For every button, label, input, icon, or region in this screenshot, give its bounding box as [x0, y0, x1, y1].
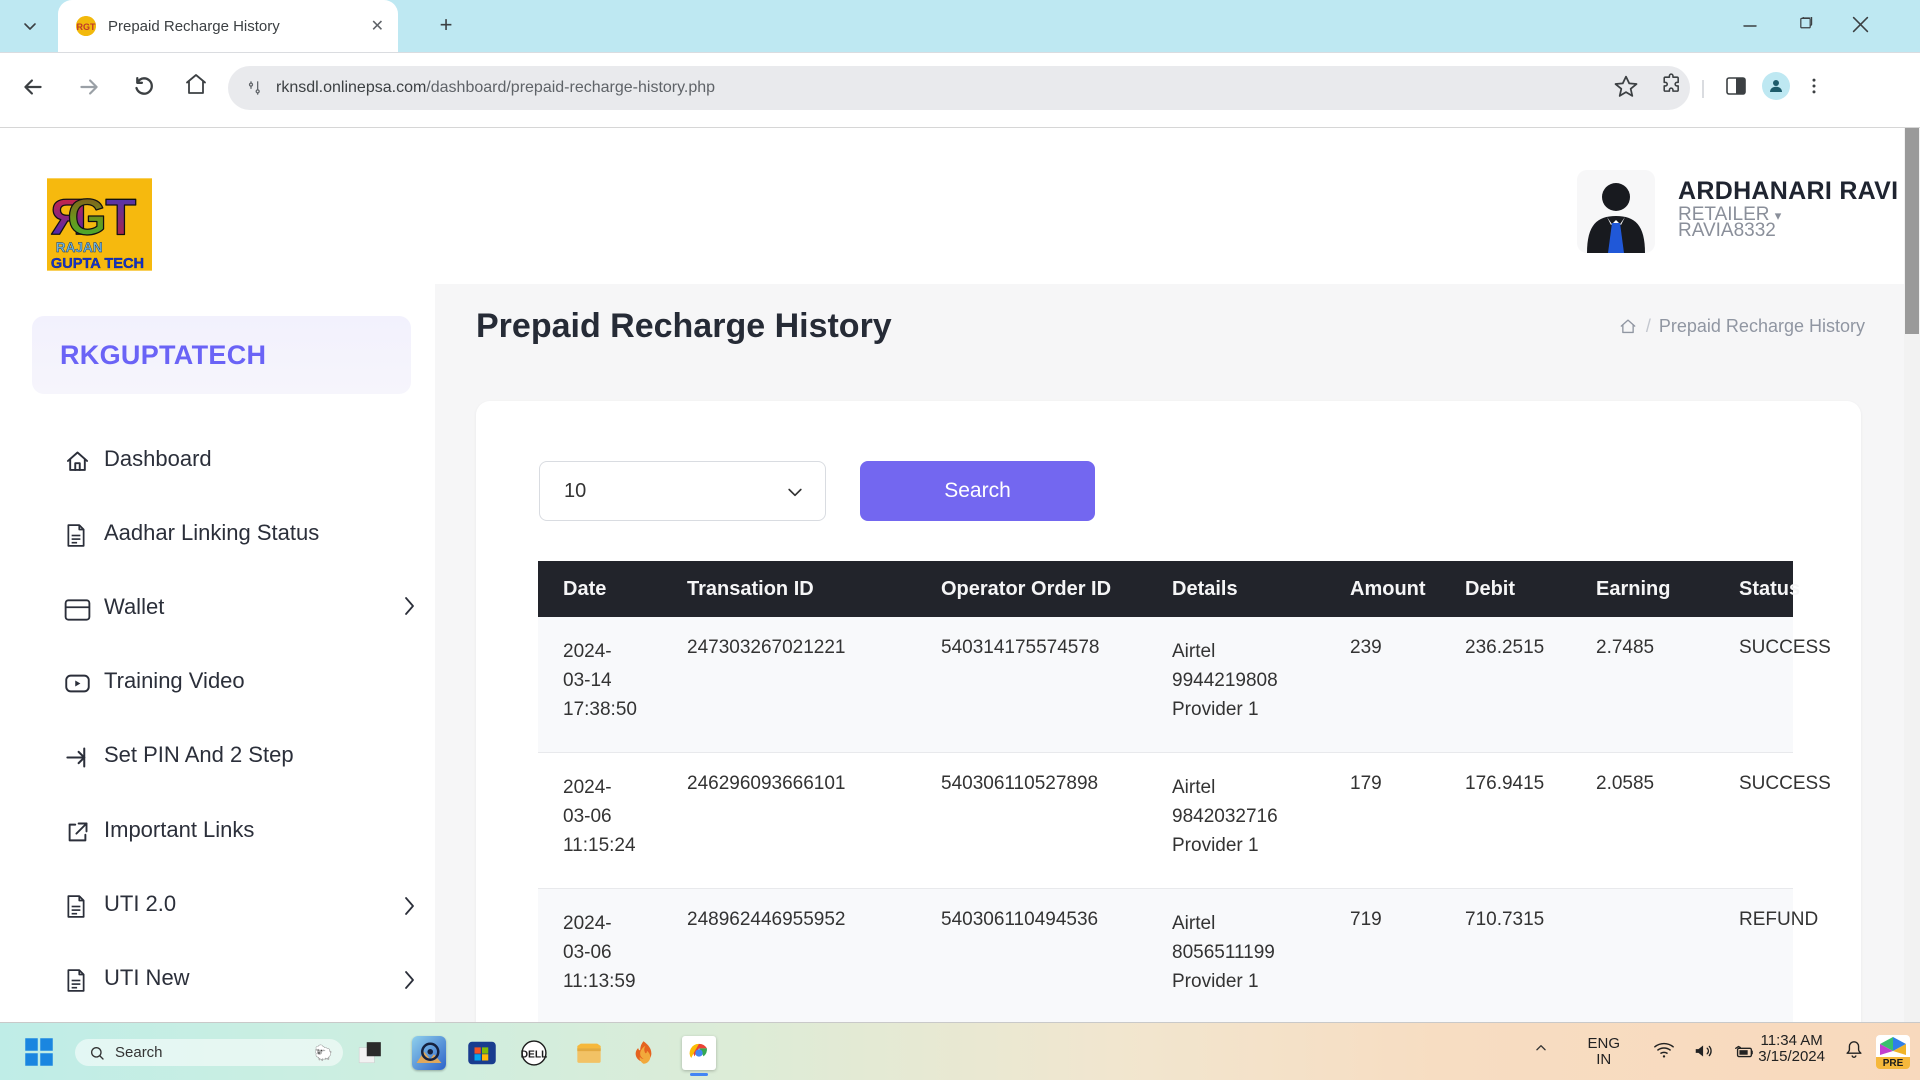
svg-text:T: T: [105, 189, 136, 246]
svg-text:DELL: DELL: [521, 1049, 547, 1060]
svg-text:PRE: PRE: [1883, 1058, 1904, 1069]
svg-text:G: G: [67, 189, 106, 246]
svg-text:GUPTA TECH: GUPTA TECH: [51, 256, 144, 271]
svg-text:RAJAN: RAJAN: [56, 240, 103, 255]
svg-text:RGT: RGT: [77, 22, 97, 32]
